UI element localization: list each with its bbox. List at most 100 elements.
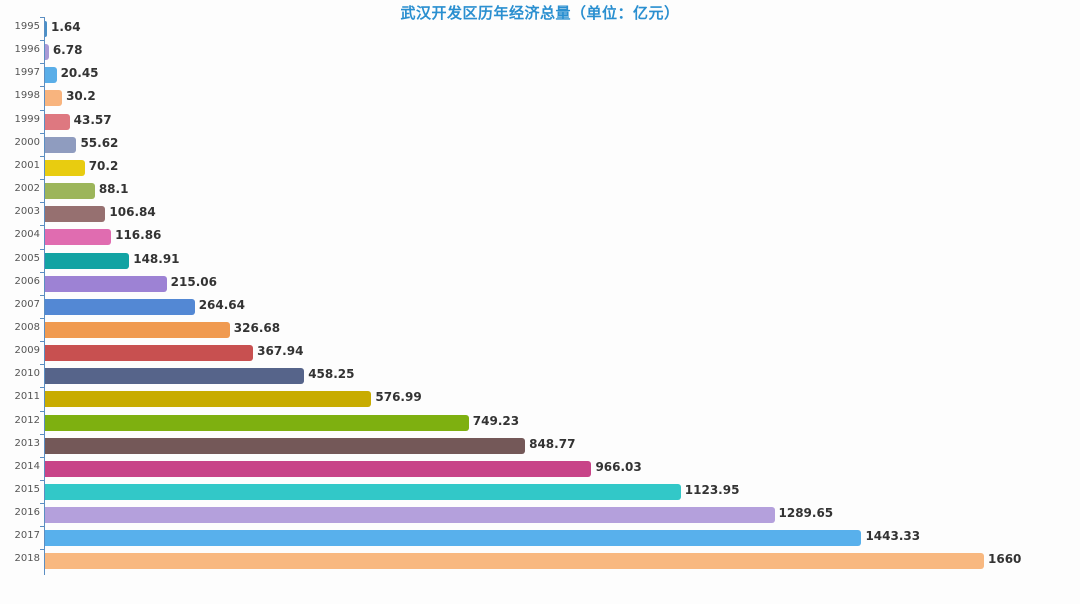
bar-row: 2002 88.1 [0,179,1080,202]
axis-tick [40,248,45,250]
bar [45,206,106,223]
y-tick-label: 2018 [14,553,40,565]
y-tick-label: 2009 [14,345,40,357]
data-label: 326.68 [233,320,281,335]
bar [45,368,305,385]
y-tick-label: 2001 [14,159,40,171]
axis-tick [40,109,45,111]
bar-row: 2011 576.99 [0,387,1080,410]
bar-row: 2008 326.68 [0,317,1080,341]
bar [45,391,372,408]
bar-row: 2006 215.06 [0,271,1080,295]
bar [45,183,95,200]
bar [45,252,130,269]
y-tick-label: 2005 [14,252,40,264]
bar-row: 2010 458.25 [0,364,1080,387]
bar-row: 2000 55.62 [0,132,1080,156]
axis-tick [40,341,45,343]
bar [45,275,167,292]
data-label: 148.91 [133,251,180,266]
data-label: 576.99 [375,390,422,405]
axis-tick [40,17,45,18]
y-tick-label: 2017 [14,530,40,542]
bar [45,414,469,431]
y-tick-label: 1997 [14,67,40,79]
bar [45,136,77,153]
y-tick-label: 2015 [14,484,40,495]
bar-row: 2012 749.23 [0,410,1080,434]
bar-row: 2017 1443.33 [0,526,1080,549]
bar-row: 1996 6.78 [0,40,1080,63]
data-label: 848.77 [529,436,576,451]
bar [45,484,681,500]
bar-row: 2007 264.64 [0,294,1080,318]
data-label: 966.03 [595,459,642,474]
bar-row: 2005 148.91 [0,248,1080,272]
axis-tick [40,410,45,412]
data-label: 116.86 [115,228,162,243]
y-tick-label: 2007 [14,298,40,310]
data-label: 55.62 [80,135,119,150]
data-label: 1.64 [51,20,81,34]
axis-tick [40,40,45,42]
bar-row: 2013 848.77 [0,433,1080,457]
y-tick-label: 1999 [14,113,40,125]
axis-tick [40,155,45,157]
axis-tick [40,549,45,551]
bar-row: 2009 367.94 [0,341,1080,364]
y-tick-label: 2013 [14,437,40,449]
bar [45,67,57,84]
bar [45,553,984,570]
axis-tick [40,480,45,481]
bar-chart: 1995 1.64 1996 6.78 1997 20.45 1998 30.2 1999 43.… [0,17,1080,577]
bar-row: 2014 966.03 [0,456,1080,480]
y-axis-line [44,17,45,575]
bar-row: 2015 1123.95 [0,480,1080,503]
y-tick-label: 2011 [14,391,40,403]
bar [45,21,47,37]
data-label: 1123.95 [684,483,740,497]
axis-tick [40,202,45,204]
axis-tick [40,132,45,134]
y-tick-label: 2004 [14,229,40,241]
bar [45,159,85,176]
bar [45,113,70,130]
y-tick-label: 2010 [14,368,40,380]
bar [45,460,592,477]
data-label: 43.57 [73,112,112,127]
bar [45,321,230,338]
data-label: 264.64 [198,297,245,312]
data-label: 367.94 [257,344,304,359]
bar-row: 2001 70.2 [0,155,1080,179]
y-tick-label: 2008 [14,321,40,333]
data-label: 215.06 [170,274,217,289]
bar-row: 1999 43.57 [0,109,1080,133]
data-label: 1289.65 [778,506,834,521]
axis-tick [40,317,45,319]
data-label: 88.1 [98,182,129,197]
axis-tick [40,225,45,227]
y-tick-label: 1998 [14,90,40,102]
bar-row: 2018 1660 [0,549,1080,572]
bar [45,44,49,61]
bar [45,507,775,524]
y-tick-label: 1995 [14,21,40,32]
data-label: 458.25 [308,367,355,382]
axis-tick [40,364,45,366]
bar-row: 1998 30.2 [0,86,1080,109]
bar [45,298,195,315]
y-tick-label: 1996 [14,44,40,56]
axis-tick [40,456,45,458]
data-label: 1443.33 [865,529,921,544]
bar-row: 1995 1.64 [0,17,1080,40]
data-label: 70.2 [88,158,119,173]
bar-row: 2003 106.84 [0,202,1080,225]
y-tick-label: 2002 [14,183,40,195]
axis-tick [40,86,45,88]
bar-row: 1997 20.45 [0,63,1080,86]
bar [45,229,112,246]
data-label: 106.84 [109,205,156,220]
axis-tick [40,179,45,181]
y-tick-label: 2000 [14,136,40,148]
bar-row: 2016 1289.65 [0,503,1080,526]
